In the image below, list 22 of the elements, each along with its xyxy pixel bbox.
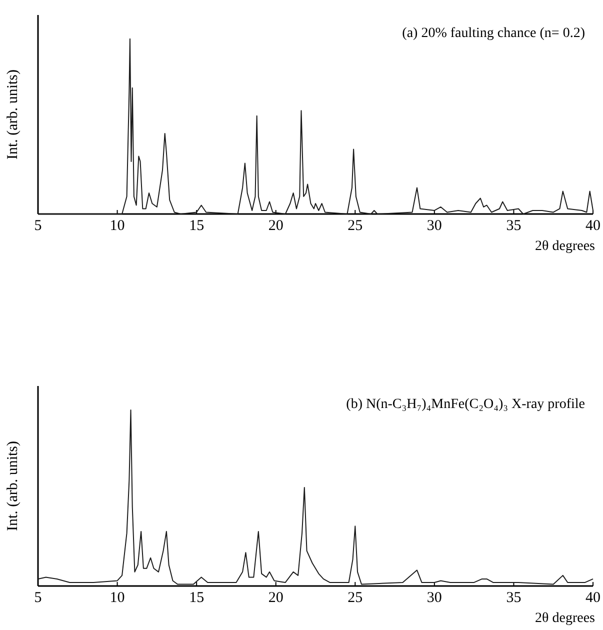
x-tick-label: 30 bbox=[426, 590, 442, 606]
x-tick-label: 5 bbox=[34, 218, 42, 234]
x-tick-label: 40 bbox=[586, 218, 600, 234]
x-tick-label: 30 bbox=[426, 218, 442, 234]
x-tick-label: 15 bbox=[189, 590, 204, 606]
x-tick-label: 35 bbox=[506, 218, 522, 234]
x-tick-label: 20 bbox=[268, 218, 284, 234]
x-tick-label: 25 bbox=[348, 590, 363, 606]
x-tick-label: 10 bbox=[110, 590, 125, 606]
chart-title: (a) 20% faulting chance (n= 0.2) bbox=[402, 26, 586, 41]
y-axis-title: Int. (arb. units) bbox=[5, 441, 21, 531]
x-tick-label: 35 bbox=[506, 590, 522, 606]
x-tick-label: 5 bbox=[34, 590, 42, 606]
x-tick-label: 10 bbox=[110, 218, 125, 234]
chart-title: (b) N(n-C₃H₇)₄MnFe(C₂O₄)₃ X-ray profile bbox=[346, 397, 585, 412]
x-axis-title: 2θ degrees bbox=[535, 611, 595, 626]
x-tick-label: 20 bbox=[268, 590, 284, 606]
y-axis-title: Int. (arb. units) bbox=[5, 70, 21, 160]
x-tick-label: 15 bbox=[189, 218, 204, 234]
x-axis-title: 2θ degrees bbox=[535, 239, 595, 254]
x-tick-label: 40 bbox=[586, 590, 600, 606]
x-tick-label: 25 bbox=[348, 218, 363, 234]
